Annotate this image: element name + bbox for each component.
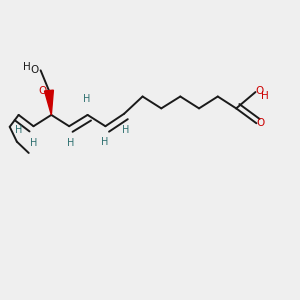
Text: O: O [255, 86, 263, 96]
Text: H: H [15, 125, 22, 135]
Text: H: H [122, 125, 129, 135]
Text: O: O [30, 65, 38, 75]
Text: O: O [256, 118, 265, 128]
Text: H: H [261, 91, 268, 101]
Text: H: H [67, 138, 74, 148]
Polygon shape [44, 90, 53, 115]
Text: H: H [30, 138, 38, 148]
Text: H: H [83, 94, 91, 104]
Text: H: H [23, 62, 31, 72]
Text: H: H [101, 137, 109, 147]
Text: O: O [39, 86, 47, 96]
